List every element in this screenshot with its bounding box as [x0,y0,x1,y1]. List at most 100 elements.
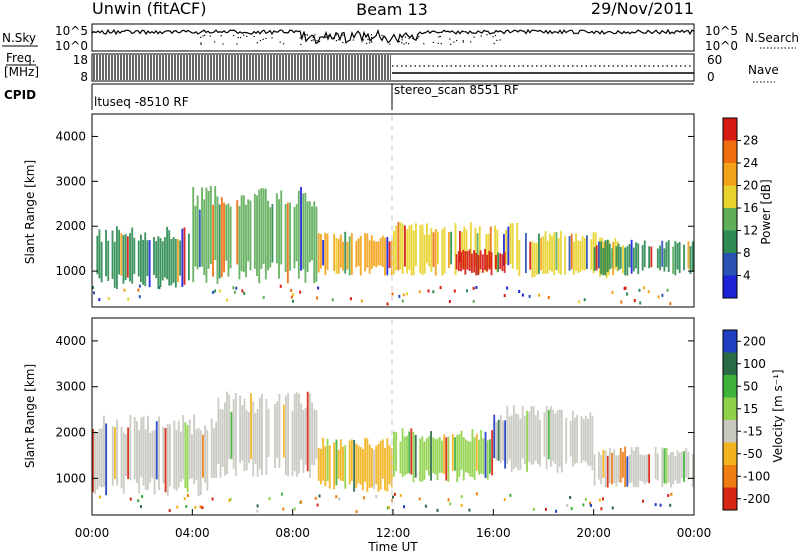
velocity-region-2-cell [328,445,331,489]
power-colorbar-swatch [723,230,737,254]
power-scatter-cell [212,290,215,294]
velocity-scatter-cell [199,505,202,509]
power-region-5-cell [599,237,601,277]
noise-search-dot [492,36,494,38]
velocity-region-2-cell [359,447,362,485]
velocity-scatter-cell [570,507,573,511]
power-scatter-cell [633,299,636,303]
power-region-5-cell [592,232,595,274]
velocity-region-0-cell [182,415,185,480]
power-region-4-cell [477,255,480,275]
power-scatter-cell [218,289,221,293]
power-region-6-cell [676,243,679,270]
power-region-2-cell [355,240,358,268]
velocity-region-0-cell [120,426,123,489]
power-region-1-cell [229,206,232,269]
power-region-3-cell [461,231,464,269]
power-scatter-cell [647,290,650,294]
velocity-region-3-cell [432,437,435,474]
noise-search-dot [493,42,495,45]
power-region-3-cell [399,222,402,270]
power-region-3-cell [505,229,508,264]
velocity-scatter-cell [642,499,645,503]
power-region-6-cell [630,239,633,274]
velocity-region-0-cell [175,429,178,492]
velocity-region-4-cell [504,420,507,469]
power-region-4-cell [503,252,506,273]
power-scatter-cell [475,286,478,289]
velocity-region-4-cell [580,416,583,464]
velocity-scatter-cell [566,504,569,507]
velocity-scatter-cell [602,497,604,501]
power-region-1-cell [203,199,206,275]
power-region-2-cell [348,236,351,276]
noise-search-dot [236,43,238,45]
power-region-6-cell [641,245,644,271]
velocity-region-1-cell [219,409,222,478]
noise-right-tick-bottom: 10^0 [705,39,738,53]
power-region-1-cell [242,195,245,273]
velocity-region-1-cell [298,393,300,474]
power-colorbar-swatch [723,253,737,276]
power-ytick-label: 1000 [55,264,86,278]
velocity-region-3-cell [436,439,439,481]
power-region-0-cell [168,230,171,286]
power-region-2-cell [346,241,349,270]
velocity-scatter-cell [532,507,535,511]
power-scatter-cell [418,290,421,294]
power-scatter-cell [138,284,141,288]
velocity-region-3-cell [458,434,461,477]
cpid-segment-2: stereo_scan 8551 RF [394,83,519,97]
noise-search-dot [256,42,258,44]
velocity-region-1-cell [287,393,290,477]
velocity-region-0-cell [195,429,198,481]
velocity-region-5-cell [635,446,637,487]
power-region-3-cell [397,221,400,271]
power-region-3-cell [485,234,488,273]
power-scatter-cell [107,297,110,301]
power-scatter-cell [547,296,550,299]
velocity-plot-frame [91,317,695,516]
noise-search-dot [232,34,235,37]
velocity-ytick-label: 2000 [55,426,86,440]
velocity-scatter-cell [392,495,394,499]
velocity-region-3-cell [451,434,454,471]
power-scatter-cell [123,288,126,292]
power-colorbar-tick-label: 12 [743,224,758,238]
power-region-6-cell [622,245,624,274]
power-region-4-cell [479,250,482,270]
velocity-region-5-cell [672,451,675,485]
velocity-region-2-cell [384,447,386,491]
power-region-6-cell [608,243,611,270]
velocity-region-2-cell [344,445,347,489]
velocity-region-5-cell [665,448,668,484]
velocity-region-2-cell [353,440,356,492]
velocity-scatter-cell [137,499,140,503]
power-region-1-cell [214,186,217,260]
velocity-region-3-cell [454,437,456,471]
power-region-1-cell [198,209,201,267]
noise-search-dot [305,34,307,36]
velocity-region-4-cell [528,411,531,463]
power-scatter-cell [638,288,641,292]
velocity-region-1-cell [276,401,279,459]
noise-search-dot [318,40,321,43]
velocity-region-4-cell [534,415,537,461]
power-colorbar-label: Power [dB] [759,179,773,244]
power-region-2-cell [388,241,391,269]
power-region-5-cell [518,239,521,277]
noise-search-dot [370,34,372,36]
power-scatter-cell [506,286,509,290]
power-region-0-cell [111,230,114,279]
velocity-region-0-cell [127,427,130,479]
velocity-region-3-cell [441,440,443,473]
noise-search-dot [450,43,452,45]
velocity-scatter-cell [598,498,601,502]
power-region-5-cell [614,237,617,270]
velocity-region-3-cell [421,436,424,482]
velocity-region-3-cell [399,441,402,474]
power-region-1-cell [249,200,252,271]
velocity-region-1-cell [226,391,228,475]
noise-search-dot [279,41,281,43]
velocity-region-1-cell [291,411,294,477]
